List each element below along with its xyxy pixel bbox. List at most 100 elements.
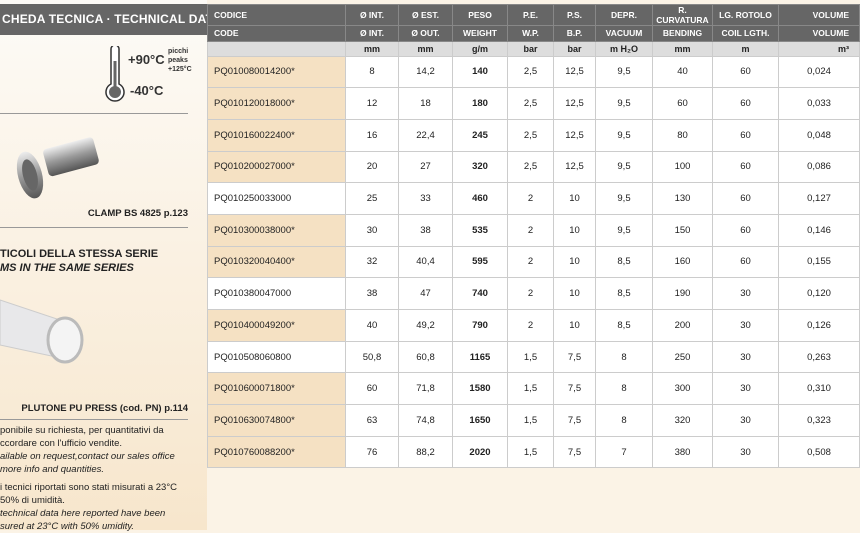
cell: 60: [345, 372, 399, 406]
cell: 8,5: [595, 277, 653, 310]
cell: 60: [712, 118, 779, 152]
clamp-fitting-image: [16, 137, 99, 199]
cell: 0,310: [778, 372, 860, 406]
header-row-it: CODICE Ø INT. Ø EST. PESO P.E. P.S. DEPR. R. CU…: [207, 4, 860, 26]
cell: 25: [345, 182, 399, 215]
cell: 300: [652, 372, 713, 406]
cell: bar: [553, 40, 596, 57]
table-row: PQ010120018000* 12 18 180 2,5 12,5 9,5 60 60 0,03…: [207, 87, 860, 120]
cell: 1165: [452, 340, 508, 374]
cell: 50,8: [345, 340, 399, 374]
cell: PQ010380047000: [207, 277, 346, 310]
cell: 14,2: [398, 55, 453, 89]
cell: 12,5: [553, 55, 596, 89]
cell: COIL LGTH.: [712, 25, 779, 42]
cell: 10: [553, 182, 596, 215]
cell: 245: [452, 118, 508, 152]
cell: 40: [652, 55, 713, 89]
cell: 1,5: [507, 340, 554, 374]
cell: 100: [652, 150, 713, 184]
cell: mm: [398, 40, 453, 57]
cell: 790: [452, 309, 508, 342]
cell: 9,5: [595, 87, 653, 120]
cell: WEIGHT: [452, 25, 508, 42]
cell: 2,5: [507, 55, 554, 89]
cell: 130: [652, 182, 713, 215]
cell: 8: [595, 404, 653, 437]
cell: 9,5: [595, 182, 653, 215]
divider: [0, 113, 188, 114]
table-row: PQ010160022400* 16 22,4 245 2,5 12,5 9,5 80 60 0,…: [207, 118, 860, 152]
cell: VOLUME: [778, 4, 860, 26]
cell: 60: [712, 182, 779, 215]
cell: 47: [398, 277, 453, 310]
cell: 30: [712, 372, 779, 406]
cell: 30: [345, 213, 399, 247]
table-row: PQ010320040400* 32 40,4 595 2 10 8,5 160 60 0,155: [207, 245, 860, 279]
cell: PESO: [452, 4, 508, 26]
clamp-caption: CLAMP BS 4825 p.123: [87, 208, 188, 219]
units-row: mm mm g/m bar bar m H₂O mm m m³: [207, 40, 860, 57]
cell: 9,5: [595, 150, 653, 184]
cell: 30: [712, 435, 779, 469]
cell: 2020: [452, 435, 508, 469]
cell: 2,5: [507, 150, 554, 184]
cell: 150: [652, 213, 713, 247]
cell: 190: [652, 277, 713, 310]
cell: 2: [507, 309, 554, 342]
cell: 2: [507, 213, 554, 247]
cell: B.P.: [553, 25, 596, 42]
cell: PQ010630074800*: [207, 404, 346, 437]
cell: PQ010600071800*: [207, 372, 346, 406]
cell: PQ010080014200*: [207, 55, 346, 89]
table-row: PQ010080014200* 8 14,2 140 2,5 12,5 9,5 40 60 0,0…: [207, 55, 860, 89]
cell: 2,5: [507, 118, 554, 152]
cell: LG. ROTOLO: [712, 4, 779, 26]
cell: 0,263: [778, 340, 860, 374]
table-row: PQ010300038000* 30 38 535 2 10 9,5 150 60 0,146: [207, 213, 860, 247]
cell: 60: [712, 87, 779, 120]
cell: 60: [712, 150, 779, 184]
cell: 0,508: [778, 435, 860, 469]
cell: 535: [452, 213, 508, 247]
cell: 10: [553, 277, 596, 310]
cell: 9,5: [595, 118, 653, 152]
cell: 1580: [452, 372, 508, 406]
cell: 8,5: [595, 309, 653, 342]
cell: 33: [398, 182, 453, 215]
cell: 27: [398, 150, 453, 184]
thermometer-icon: [105, 46, 125, 102]
cell: VACUUM: [595, 25, 653, 42]
cell: CODICE: [207, 4, 346, 26]
cell: 0,086: [778, 150, 860, 184]
cell: 7: [595, 435, 653, 469]
cell: R. CURVATURA: [652, 4, 713, 26]
hose-caption: PLUTONE PU PRESS (cod. PN) p.114: [21, 403, 188, 414]
panel-title: CHEDA TECNICA · TECHNICAL DATA: [0, 4, 207, 35]
cell: 460: [452, 182, 508, 215]
cell: 8: [595, 372, 653, 406]
cell: 12,5: [553, 150, 596, 184]
cell: 0,033: [778, 87, 860, 120]
cell: 12: [345, 87, 399, 120]
cell: 10: [553, 213, 596, 247]
cell: 60: [712, 213, 779, 247]
cell: PQ010200027000*: [207, 150, 346, 184]
cell: PQ010160022400*: [207, 118, 346, 152]
cell: [207, 40, 346, 57]
cell: PQ010120018000*: [207, 87, 346, 120]
hose-image: [0, 299, 84, 364]
cell: 0,120: [778, 277, 860, 310]
max-temperature: +90°C: [128, 52, 165, 67]
cell: PQ010508060800: [207, 340, 346, 374]
cell: 12,5: [553, 87, 596, 120]
cell: 0,048: [778, 118, 860, 152]
cell: 60: [712, 245, 779, 279]
cell: 80: [652, 118, 713, 152]
cell: m H₂O: [595, 40, 653, 57]
cell: 380: [652, 435, 713, 469]
cell: 8,5: [595, 245, 653, 279]
cell: 7,5: [553, 340, 596, 374]
cell: 9,5: [595, 213, 653, 247]
peaks-note: picchi peaks +125°C: [168, 48, 192, 73]
